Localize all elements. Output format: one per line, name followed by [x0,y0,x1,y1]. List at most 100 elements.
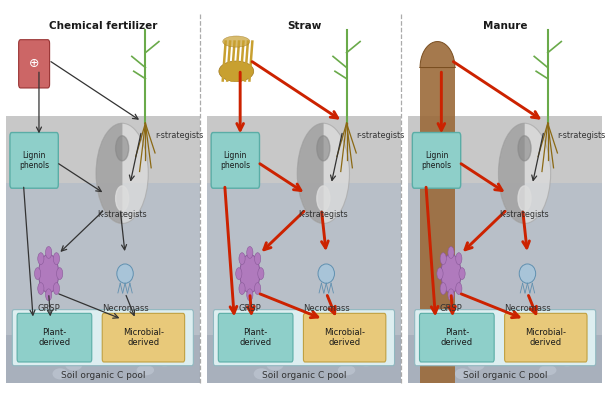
Circle shape [317,136,330,161]
Text: r-strategists: r-strategists [155,131,203,139]
Ellipse shape [314,347,333,360]
Wedge shape [96,123,122,224]
Ellipse shape [137,365,154,375]
Circle shape [456,253,462,265]
Circle shape [240,254,260,293]
Text: Plant-
derived: Plant- derived [240,328,272,347]
Bar [6,182,199,335]
Text: Microbial-
derived: Microbial- derived [324,328,365,347]
Text: Lignin
phenols: Lignin phenols [421,150,452,170]
Text: r-strategists: r-strategists [356,131,404,139]
Text: K-strategists: K-strategists [97,210,147,219]
Text: Plant-
derived: Plant- derived [38,328,71,347]
Circle shape [448,246,454,258]
Circle shape [247,289,253,301]
Ellipse shape [223,36,250,47]
Ellipse shape [112,347,132,360]
Bar [409,182,602,335]
FancyBboxPatch shape [412,132,461,188]
Text: Microbial-
derived: Microbial- derived [123,328,164,347]
Circle shape [437,268,443,280]
Circle shape [440,253,446,265]
Circle shape [46,289,52,301]
Ellipse shape [117,264,133,283]
Text: Necromass: Necromass [303,305,350,313]
Bar [207,116,401,182]
Text: Lignin
phenols: Lignin phenols [19,150,49,170]
Ellipse shape [338,365,355,375]
Ellipse shape [219,61,254,81]
Circle shape [239,283,245,295]
Text: ⊕: ⊕ [29,57,40,70]
FancyBboxPatch shape [12,310,193,366]
Ellipse shape [156,356,173,367]
Ellipse shape [539,365,556,375]
Bar [207,12,401,116]
Text: Straw: Straw [287,21,321,31]
Text: Manure: Manure [483,21,528,31]
Text: Necromass: Necromass [504,305,551,313]
Text: Microbial-
derived: Microbial- derived [525,328,566,347]
Circle shape [459,268,465,280]
Ellipse shape [357,356,375,367]
Ellipse shape [318,264,334,283]
Bar [6,12,199,116]
Ellipse shape [254,368,269,380]
Text: Lignin
phenols: Lignin phenols [220,150,250,170]
Circle shape [116,136,129,161]
Circle shape [448,289,454,301]
Ellipse shape [455,368,471,380]
FancyBboxPatch shape [10,132,58,188]
FancyBboxPatch shape [218,313,293,362]
Ellipse shape [266,359,284,371]
Circle shape [38,254,59,293]
Bar [207,182,401,335]
Circle shape [317,186,330,211]
Circle shape [46,246,52,258]
Bar [6,335,199,383]
Circle shape [518,186,531,211]
Wedge shape [297,123,323,224]
Bar [207,335,401,383]
Bar [409,335,602,383]
Circle shape [456,283,462,295]
FancyBboxPatch shape [17,313,92,362]
Circle shape [440,283,446,295]
Wedge shape [499,123,525,224]
Text: K-strategists: K-strategists [499,210,549,219]
Ellipse shape [519,264,536,283]
Text: GRSP: GRSP [238,305,261,313]
FancyBboxPatch shape [102,313,185,362]
Circle shape [239,253,245,265]
Ellipse shape [422,350,441,364]
Bar [409,12,602,116]
Text: Soil organic C pool: Soil organic C pool [61,371,145,380]
Circle shape [116,186,129,211]
Circle shape [441,254,461,293]
Circle shape [38,253,44,265]
Ellipse shape [221,350,240,364]
Circle shape [54,283,60,295]
Circle shape [258,268,264,280]
Ellipse shape [515,347,534,360]
Text: GRSP: GRSP [440,305,463,313]
Circle shape [38,283,44,295]
Text: GRSP: GRSP [37,305,60,313]
Bar [6,116,199,182]
Text: Soil organic C pool: Soil organic C pool [463,371,547,380]
Circle shape [499,123,551,224]
Circle shape [96,123,148,224]
FancyBboxPatch shape [19,40,50,88]
Circle shape [518,136,531,161]
Text: Soil organic C pool: Soil organic C pool [262,371,346,380]
Circle shape [35,268,41,280]
Ellipse shape [558,356,576,367]
Text: Chemical fertilizer: Chemical fertilizer [49,21,157,31]
Circle shape [255,283,261,295]
Circle shape [247,246,253,258]
Ellipse shape [19,350,39,364]
Circle shape [54,253,60,265]
Bar [409,116,602,182]
Circle shape [297,123,350,224]
Circle shape [57,268,63,280]
